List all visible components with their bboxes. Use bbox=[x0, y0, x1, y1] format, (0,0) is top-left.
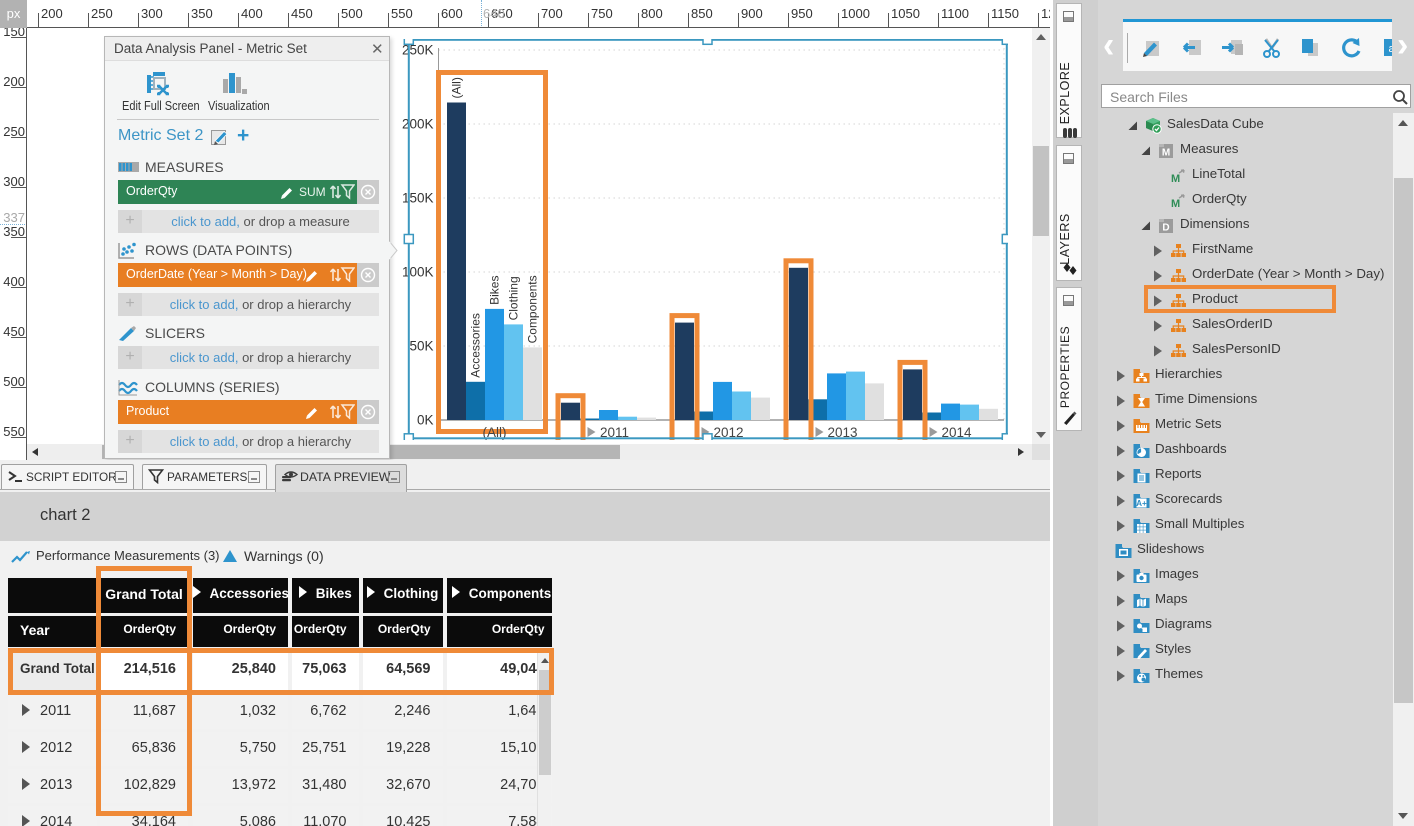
svg-text:50K: 50K bbox=[409, 339, 433, 354]
svg-text:2012: 2012 bbox=[713, 425, 743, 440]
svg-text:0K: 0K bbox=[417, 413, 434, 428]
svg-text:a: a bbox=[1388, 43, 1392, 55]
svg-text:(All): (All) bbox=[450, 77, 464, 98]
svg-text:200K: 200K bbox=[402, 117, 434, 132]
svg-text:2013: 2013 bbox=[827, 425, 857, 440]
svg-text:Clothing: Clothing bbox=[507, 276, 521, 320]
svg-text:Components: Components bbox=[526, 275, 540, 343]
svg-text:2014: 2014 bbox=[941, 425, 972, 440]
svg-text:M: M bbox=[1162, 148, 1170, 159]
svg-text:A+: A+ bbox=[1136, 499, 1147, 508]
svg-text:EXPLORE: EXPLORE bbox=[1058, 62, 1072, 125]
svg-text:Bikes: Bikes bbox=[488, 276, 502, 305]
svg-text:PROPERTIES: PROPERTIES bbox=[1058, 326, 1072, 408]
svg-text:Accessories: Accessories bbox=[469, 313, 483, 378]
svg-text:M: M bbox=[1171, 173, 1180, 184]
svg-text:100K: 100K bbox=[402, 265, 434, 280]
svg-text:D: D bbox=[1162, 223, 1169, 234]
svg-text:(All): (All) bbox=[483, 425, 507, 440]
svg-text:2011: 2011 bbox=[600, 425, 629, 440]
svg-text:LAYERS: LAYERS bbox=[1058, 213, 1072, 264]
svg-text:M: M bbox=[1171, 198, 1180, 209]
svg-text:150K: 150K bbox=[402, 191, 434, 206]
svg-text:250K: 250K bbox=[402, 43, 434, 58]
